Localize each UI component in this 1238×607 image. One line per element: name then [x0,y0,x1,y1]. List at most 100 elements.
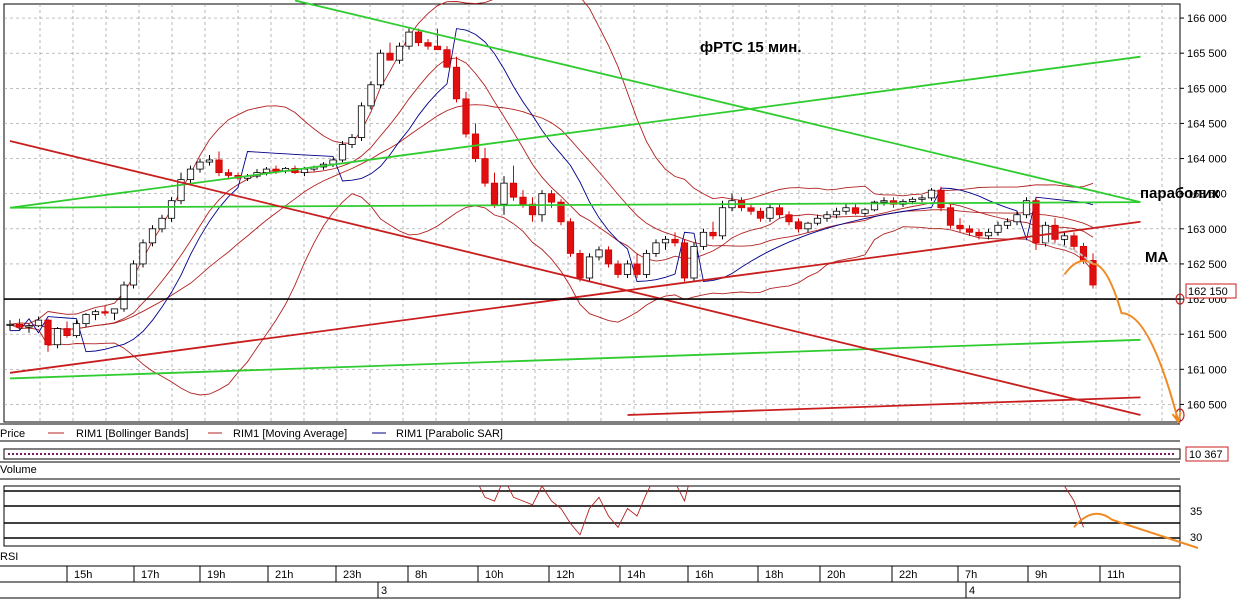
hour-label: 19h [207,569,225,581]
chart-title: фРТС 15 мин. [700,39,802,56]
candle [367,81,375,110]
candle [205,155,214,166]
candle [101,306,109,316]
candle [965,225,974,236]
rsi-forecast [1073,512,1199,549]
price-tick-label: 161 000 [1187,364,1227,376]
hour-label: 15h [74,569,92,581]
candle [196,158,204,173]
volume-value: 10 367 [1189,449,1223,461]
hour-label: 11h [1107,569,1125,581]
candle [424,39,432,50]
candle [405,28,413,50]
candle [177,172,185,205]
candle [443,46,451,68]
parabolic-sar [9,28,1094,353]
legend-price: Price [0,428,25,440]
candle [481,148,489,187]
candle [167,197,176,222]
hour-label: 21h [275,569,293,581]
hour-ticks: 15h 17h 19h 21h 23h 8h 10h 12h 14h 16h 18h 20h 22h 7h… [66,566,1125,582]
candle [395,42,404,64]
candle [585,253,594,282]
candle [813,214,822,226]
candle [386,42,394,61]
candle [975,228,983,240]
time-axis: 15h 17h 19h 21h 23h 8h 10h 12h 14h 16h 18h 20h 22h 7h… [0,565,1181,599]
candle [91,309,100,321]
candle [937,186,945,212]
candle [500,176,508,215]
candle [652,239,660,257]
candle [338,140,347,163]
candle [766,204,774,222]
rsi-panel[interactable] [3,485,1181,547]
candle [53,327,62,349]
candle [490,172,499,208]
hour-label: 17h [141,569,159,581]
hour-label: 23h [343,569,361,581]
candle [709,221,717,240]
trend-line [294,0,1141,203]
candle [1013,211,1021,226]
candle [414,28,423,47]
trend-line [627,396,1141,416]
forecast-arrow [1063,259,1180,423]
candle [186,165,195,184]
hour-label: 8h [415,569,427,581]
rsi-line [478,486,1084,536]
candle [604,246,613,268]
candle [699,228,708,250]
trend-line [9,201,1141,209]
forecast-ma-path [1045,241,1094,265]
price-tick-label: 161 500 [1187,329,1227,341]
day-label-4: 4 [969,585,975,597]
candle [139,239,147,268]
candle [756,207,765,222]
candle [775,204,784,219]
volume-value-tag [1185,446,1229,462]
candle [462,91,470,138]
candle [671,232,679,247]
candle [984,228,993,240]
hour-label: 18h [765,569,783,581]
trend-line [9,55,1141,209]
last-price-tag [1185,283,1237,299]
candle [823,211,831,222]
hour-label: 9h [1035,569,1047,581]
candle [158,214,166,233]
candle [509,165,518,201]
rsi-label: RSI [0,551,18,563]
candle [1032,197,1040,250]
trend-line [9,338,1141,380]
forecast-paths [1045,241,1182,425]
candle [994,221,1002,236]
trend-lines [4,0,1185,422]
candle [557,199,565,226]
candle [1089,253,1097,289]
candle [956,218,964,233]
candle [34,316,43,328]
candle [690,242,698,282]
price-tick-label: 164 000 [1187,154,1227,166]
hour-label: 22h [899,569,917,581]
candle [785,211,793,226]
candle [6,320,14,331]
candle [918,195,926,203]
candle [1003,218,1012,229]
last-price-label: 162 150 [1188,286,1228,298]
candle [566,218,575,257]
candle [120,281,128,312]
candle [528,197,537,222]
price-tick-label: 164 500 [1187,118,1227,130]
volume-label: Volume [0,464,37,476]
candle [642,249,651,278]
candle [110,308,119,321]
candles [6,28,1097,352]
price-tick-label: 166 000 [1187,13,1227,25]
trend-line [9,140,1141,416]
candle [72,320,81,338]
price-tick-label: 162 500 [1187,259,1227,271]
price-tick-label: 163 500 [1187,189,1227,201]
